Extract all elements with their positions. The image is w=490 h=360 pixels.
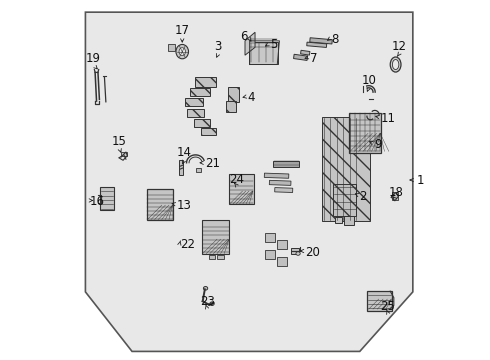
Bar (273, 161, 299, 167)
Ellipse shape (176, 44, 189, 59)
Bar (196, 168, 201, 172)
Bar (187, 109, 204, 117)
Text: 1: 1 (416, 174, 424, 186)
Bar (276, 240, 287, 249)
Text: 20: 20 (305, 246, 320, 259)
Text: 14: 14 (176, 146, 192, 159)
Text: 18: 18 (388, 186, 403, 199)
Text: 15: 15 (111, 135, 126, 148)
Text: 17: 17 (175, 23, 190, 37)
Text: 8: 8 (331, 32, 339, 46)
Bar (168, 44, 175, 50)
Bar (209, 255, 215, 259)
Ellipse shape (390, 57, 401, 72)
Bar (392, 192, 398, 200)
Text: 4: 4 (248, 91, 255, 104)
Bar (335, 217, 342, 223)
Text: 25: 25 (380, 300, 395, 314)
Ellipse shape (210, 302, 214, 306)
Bar (264, 173, 289, 178)
Bar (100, 187, 114, 210)
Bar (147, 189, 172, 220)
Bar (185, 98, 203, 106)
Bar (307, 42, 327, 48)
Text: 7: 7 (310, 51, 317, 64)
Bar (333, 184, 356, 216)
Text: 23: 23 (200, 296, 215, 309)
Bar (229, 174, 254, 204)
Bar (294, 54, 308, 60)
Text: 3: 3 (215, 40, 222, 53)
Text: 24: 24 (230, 174, 245, 186)
Polygon shape (85, 12, 413, 351)
Ellipse shape (179, 48, 186, 55)
Text: 10: 10 (361, 74, 376, 87)
Bar (201, 128, 216, 135)
Text: 9: 9 (374, 138, 382, 151)
Text: 6: 6 (241, 30, 248, 43)
Text: 19: 19 (86, 52, 101, 65)
Text: 11: 11 (381, 112, 395, 125)
Text: 5: 5 (270, 38, 277, 51)
Polygon shape (245, 32, 255, 55)
Text: 13: 13 (177, 199, 192, 212)
Bar (310, 38, 332, 44)
Bar (270, 180, 291, 185)
Bar (275, 188, 293, 193)
Bar (195, 77, 216, 87)
Bar (322, 117, 370, 221)
Text: 12: 12 (392, 40, 407, 53)
Bar (276, 257, 287, 266)
Bar (249, 41, 278, 64)
Bar (218, 255, 224, 259)
Text: 2: 2 (359, 190, 367, 203)
Bar (194, 119, 210, 127)
Bar (228, 87, 239, 102)
Ellipse shape (203, 287, 208, 290)
Bar (265, 233, 275, 242)
Bar (179, 160, 183, 175)
Bar (349, 113, 381, 153)
Bar (291, 248, 299, 254)
Bar (368, 291, 392, 311)
Bar (202, 220, 229, 255)
Bar (300, 50, 310, 55)
Bar (265, 250, 275, 259)
Text: 16: 16 (90, 195, 105, 208)
Ellipse shape (392, 59, 399, 69)
Text: 22: 22 (180, 238, 196, 251)
Text: 21: 21 (205, 157, 220, 170)
Bar (190, 88, 210, 96)
Bar (343, 216, 354, 225)
Ellipse shape (296, 252, 300, 255)
Bar (121, 152, 126, 156)
Bar (226, 102, 236, 112)
